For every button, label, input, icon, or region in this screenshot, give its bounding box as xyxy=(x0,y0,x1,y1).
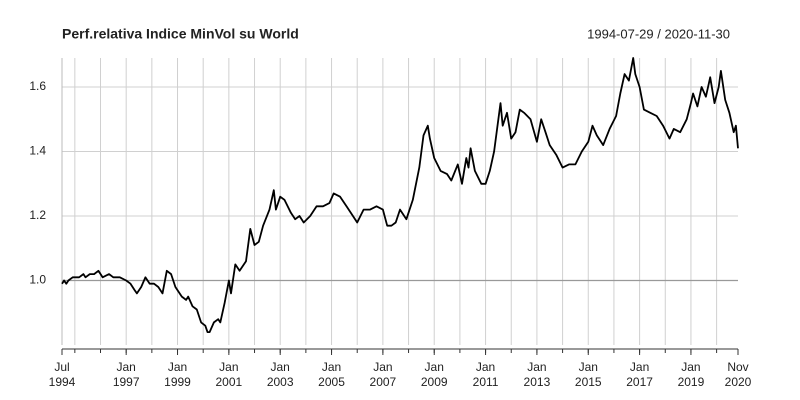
x-tick-label: Jan 2005 xyxy=(318,360,345,389)
chart-subtitle: 1994-07-29 / 2020-11-30 xyxy=(587,26,730,41)
y-tick-label: 1.4 xyxy=(29,144,46,158)
x-tick-label: Jan 2007 xyxy=(369,360,397,389)
y-tick-label: 1.0 xyxy=(29,273,46,287)
x-tick-label: Jul 1994 xyxy=(48,360,76,389)
x-tick-label: Jan 2013 xyxy=(523,360,551,389)
x-tick-label: Jan 2011 xyxy=(472,360,499,389)
chart-title: Perf.relativa Indice MinVol su World xyxy=(62,26,299,42)
y-tick-label: 1.2 xyxy=(29,208,46,222)
x-tick-label: Jan 2019 xyxy=(677,360,705,389)
line xyxy=(61,57,739,333)
x-tick-label: Jan 2017 xyxy=(626,360,653,389)
y-tick-label: 1.6 xyxy=(29,79,46,93)
x-tick-label: Jan 2001 xyxy=(215,360,243,389)
x-tick-label: Jan 1999 xyxy=(164,360,191,389)
x-tick-label: Nov 2020 xyxy=(724,360,752,389)
x-tick-label: Jan 1997 xyxy=(112,360,140,389)
x-tick-label: Jan 2015 xyxy=(574,360,602,389)
x-tick-label: Jan 2003 xyxy=(266,360,294,389)
x-tick-label: Jan 2009 xyxy=(420,360,448,389)
